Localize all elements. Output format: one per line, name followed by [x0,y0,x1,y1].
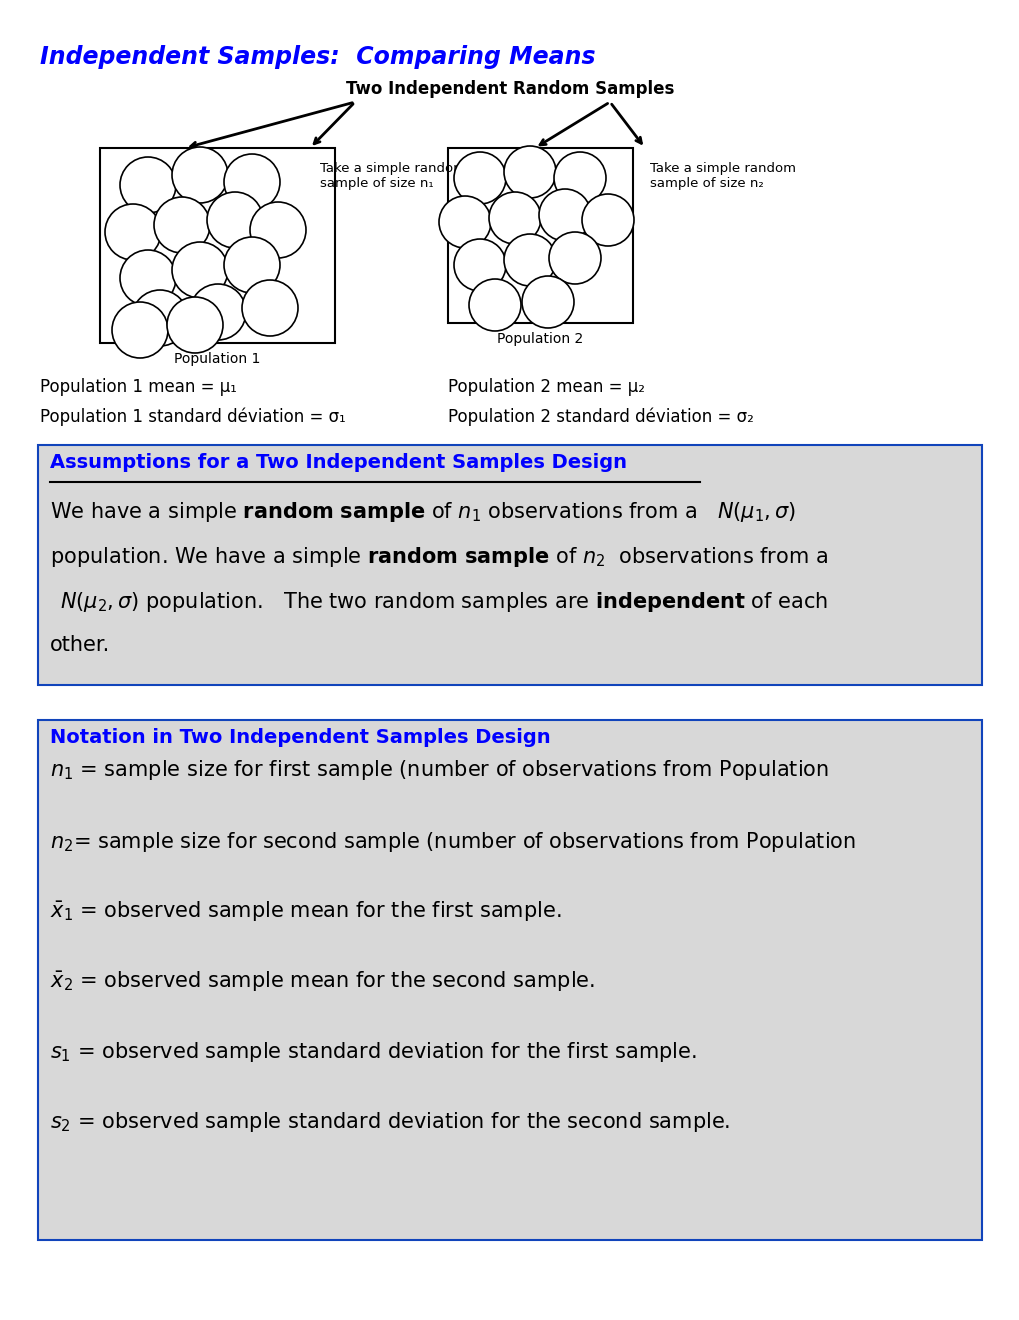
Circle shape [172,242,228,298]
Text: $\bar{\mathit{x}}_1$ = observed sample mean for the first sample.: $\bar{\mathit{x}}_1$ = observed sample m… [50,900,560,924]
Circle shape [503,147,555,198]
Text: $\mathit{s}_1$ = observed sample standard deviation for the first sample.: $\mathit{s}_1$ = observed sample standar… [50,1040,696,1064]
Text: Population 2 mean = μ₂: Population 2 mean = μ₂ [447,378,644,396]
Circle shape [488,191,540,244]
Text: Take a simple random
sample of size n₂: Take a simple random sample of size n₂ [649,162,795,190]
Circle shape [582,194,634,246]
Bar [38,719,981,1239]
Bar [100,148,334,343]
Bar [447,148,633,323]
Circle shape [120,157,176,213]
Text: $\bar{\mathit{x}}_2$ = observed sample mean for the second sample.: $\bar{\mathit{x}}_2$ = observed sample m… [50,970,594,994]
Text: Population 1 standard déviation = σ₁: Population 1 standard déviation = σ₁ [40,408,345,426]
Text: Independent Samples:  Comparing Means: Independent Samples: Comparing Means [40,45,595,69]
Text: Population 1 mean = μ₁: Population 1 mean = μ₁ [40,378,236,396]
Text: population. We have a simple $\mathbf{random\ sample}$ of $\mathit{n}_2$  observ: population. We have a simple $\mathbf{ra… [50,545,827,569]
Circle shape [167,297,223,352]
Circle shape [438,195,490,248]
Circle shape [548,232,600,284]
Circle shape [112,302,168,358]
Text: Assumptions for a Two Independent Samples Design: Assumptions for a Two Independent Sample… [50,453,627,473]
Text: $\mathit{n}_2$= sample size for second sample (number of observations from Popul: $\mathit{n}_2$= sample size for second s… [50,830,855,854]
Circle shape [469,279,521,331]
Text: Take a simple random
sample of size n₁: Take a simple random sample of size n₁ [320,162,466,190]
Text: Population 2 standard déviation = σ₂: Population 2 standard déviation = σ₂ [447,408,753,426]
Circle shape [172,147,228,203]
Circle shape [120,249,176,306]
Text: Notation in Two Independent Samples Design: Notation in Two Independent Samples Desi… [50,729,550,747]
Circle shape [503,234,555,286]
Circle shape [131,290,187,346]
Circle shape [224,238,280,293]
Text: $\mathit{s}_2$ = observed sample standard deviation for the second sample.: $\mathit{s}_2$ = observed sample standar… [50,1110,730,1134]
Text: $\mathit{N}(\mu_2,\sigma)$ population.   The two random samples are $\mathbf{ind: $\mathit{N}(\mu_2,\sigma)$ population. T… [60,590,827,614]
Circle shape [242,280,298,337]
Text: other.: other. [50,635,110,655]
Circle shape [207,191,263,248]
Circle shape [224,154,280,210]
Circle shape [453,152,505,205]
Circle shape [154,197,210,253]
Bar [38,445,981,685]
Text: $\mathit{n}_1$ = sample size for first sample (number of observations from Popul: $\mathit{n}_1$ = sample size for first s… [50,758,828,781]
Circle shape [453,239,505,290]
Text: Population 2: Population 2 [496,333,583,346]
Circle shape [250,202,306,257]
Text: Two Independent Random Samples: Two Independent Random Samples [345,81,674,98]
Circle shape [105,205,161,260]
Circle shape [553,152,605,205]
Text: Population 1: Population 1 [173,352,260,366]
Circle shape [190,284,246,341]
Text: We have a simple $\mathbf{random\ sample}$ of $\mathit{n}_1$ observations from a: We have a simple $\mathbf{random\ sample… [50,500,796,524]
Circle shape [538,189,590,242]
Circle shape [522,276,574,327]
